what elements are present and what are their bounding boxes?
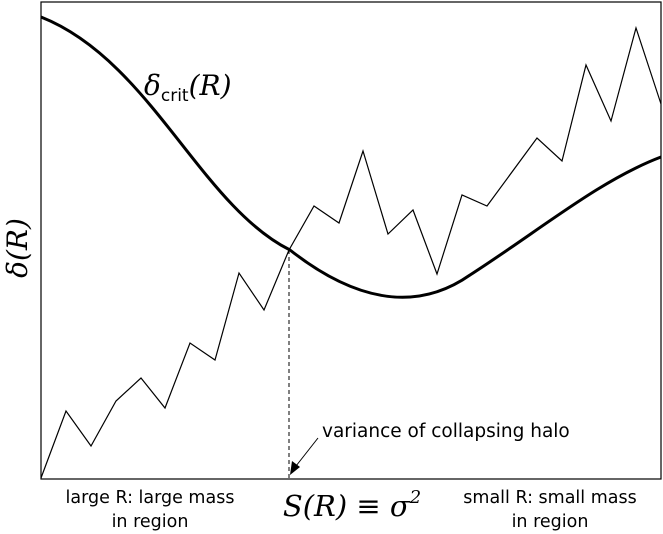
random-walk-trajectory (40, 25, 662, 479)
left-caption-line1: large R: large mass (65, 488, 235, 508)
right-caption: small R: small mass in region (443, 486, 657, 534)
x-axis-label: S(R) ≡ σ2 (283, 487, 421, 523)
plot-frame (40, 1, 662, 480)
curve-label: δcrit(R) (144, 69, 232, 106)
annotation-text: variance of collapsing halo (322, 421, 570, 442)
y-axis-label: δ(R) (1, 218, 34, 278)
critical-density-curve (40, 15, 662, 299)
annotation-arrowhead (290, 461, 300, 475)
annotation-arrow-shaft (295, 437, 319, 467)
left-caption: large R: large mass in region (41, 486, 259, 534)
right-caption-line2: in region (511, 512, 589, 532)
left-caption-line2: in region (111, 512, 189, 532)
right-caption-line1: small R: small mass (463, 488, 637, 508)
